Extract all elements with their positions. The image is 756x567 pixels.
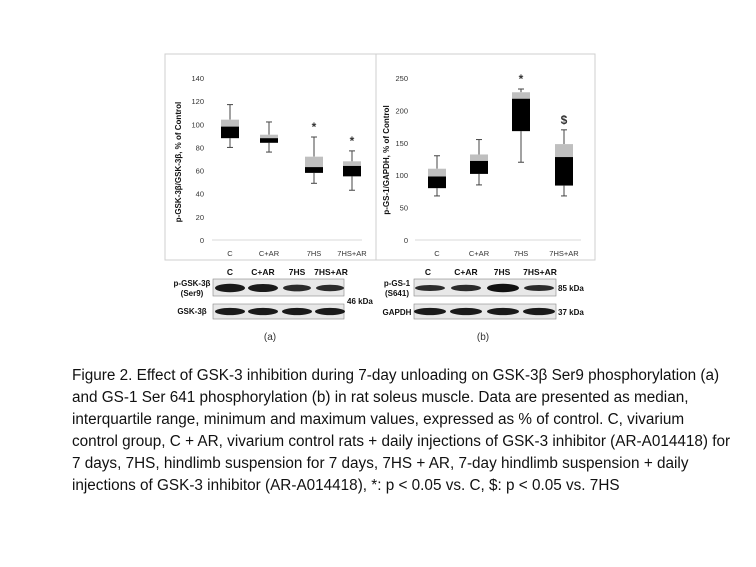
blot-b-lane-label: 7HS+AR (523, 267, 557, 277)
blot-b-kda-2: 37 kDa (558, 308, 584, 317)
blot-b-row2-image (413, 303, 557, 320)
y-tick-label: 100 (191, 120, 204, 129)
significance-annotation: * (350, 134, 355, 148)
x-tick-label: C+AR (259, 249, 280, 258)
blot-b-lane-label: C (425, 267, 431, 277)
figure-caption: Figure 2. Effect of GSK-3 inhibition dur… (72, 367, 731, 494)
y-tick-label: 80 (196, 143, 204, 152)
blot-a-row1-sublabel: (Ser9) (181, 289, 204, 298)
panel-a-frame (164, 53, 377, 261)
y-tick-label: 50 (400, 204, 408, 213)
box-lower (305, 167, 323, 173)
x-tick-label: 7HS (514, 249, 529, 258)
y-tick-label: 60 (196, 167, 204, 176)
box-upper (428, 168, 446, 177)
blot-a-lane-label: C (227, 267, 233, 277)
x-tick-label: C (434, 249, 440, 258)
y-tick-label: 250 (395, 74, 408, 83)
y-tick-label: 0 (200, 236, 204, 245)
panel-a-ylabel: p-GSK-3β/GSK-3β, % of Control (174, 102, 183, 222)
panel-b-frame (375, 53, 596, 261)
y-tick-label: 20 (196, 213, 204, 222)
x-tick-label: C+AR (469, 249, 490, 258)
x-tick-label: 7HS+AR (337, 249, 367, 258)
x-tick-label: 7HS+AR (549, 249, 579, 258)
blot-a-lane-label: C+AR (251, 267, 274, 277)
box-upper (305, 156, 323, 168)
y-tick-label: 100 (395, 171, 408, 180)
box-lower (260, 138, 278, 143)
blot-b-kda-1: 85 kDa (558, 284, 584, 293)
box-upper (470, 154, 488, 161)
blot-b-row1-image (413, 278, 557, 297)
chart-a: 0 20 40 60 80 100 120 140 C C+AR 7HS * 7HS+AR * (191, 74, 367, 258)
box-upper (512, 92, 530, 99)
y-tick-label: 40 (196, 190, 204, 199)
blot-a-kda: 46 kDa (347, 297, 373, 306)
box-upper (343, 161, 361, 166)
blot-a-lane-label: 7HS (289, 267, 306, 277)
blot-a-lane-label: 7HS+AR (314, 267, 348, 277)
box-upper (555, 144, 573, 158)
x-tick-label: 7HS (307, 249, 322, 258)
panel-a-label: (a) (264, 332, 276, 343)
chart-b: 0 50 100 150 200 250 C C+AR 7HS * 7HS+AR $ (395, 72, 581, 258)
blot-b-lane-label: 7HS (494, 267, 511, 277)
blot-a-row1-image (212, 278, 345, 297)
x-tick-label: C (227, 249, 233, 258)
blot-b-lane-labels: C C+AR 7HS 7HS+AR (425, 267, 557, 277)
box-upper (260, 134, 278, 139)
box-upper (221, 119, 239, 127)
blot-a-lane-labels: C C+AR 7HS 7HS+AR (227, 267, 348, 277)
y-tick-label: 0 (404, 236, 408, 245)
box-lower (343, 165, 361, 177)
box-lower (221, 126, 239, 139)
significance-annotation: * (519, 72, 524, 86)
y-tick-label: 120 (191, 97, 204, 106)
blot-a-row1-label: p-GSK-3β (174, 279, 211, 288)
panel-b-ylabel: p-GS-1/GAPDH, % of Control (382, 105, 391, 214)
y-tick-label: 140 (191, 74, 204, 83)
box-lower (555, 157, 573, 186)
blot-b-row1-label: p-GS-1 (384, 279, 411, 288)
box-lower (512, 98, 530, 132)
y-tick-label: 150 (395, 139, 408, 148)
blot-b-row2-label: GAPDH (383, 308, 412, 317)
blot-a-row2-image (212, 303, 345, 320)
blot-a-row2-label: GSK-3β (177, 307, 206, 316)
box-lower (428, 176, 446, 189)
significance-annotation: $ (561, 113, 568, 127)
y-tick-label: 200 (395, 106, 408, 115)
blot-b-row1-sublabel: (S641) (385, 289, 409, 298)
panel-b-label: (b) (477, 332, 489, 343)
box-lower (470, 160, 488, 174)
significance-annotation: * (312, 120, 317, 134)
blot-b-lane-label: C+AR (454, 267, 477, 277)
